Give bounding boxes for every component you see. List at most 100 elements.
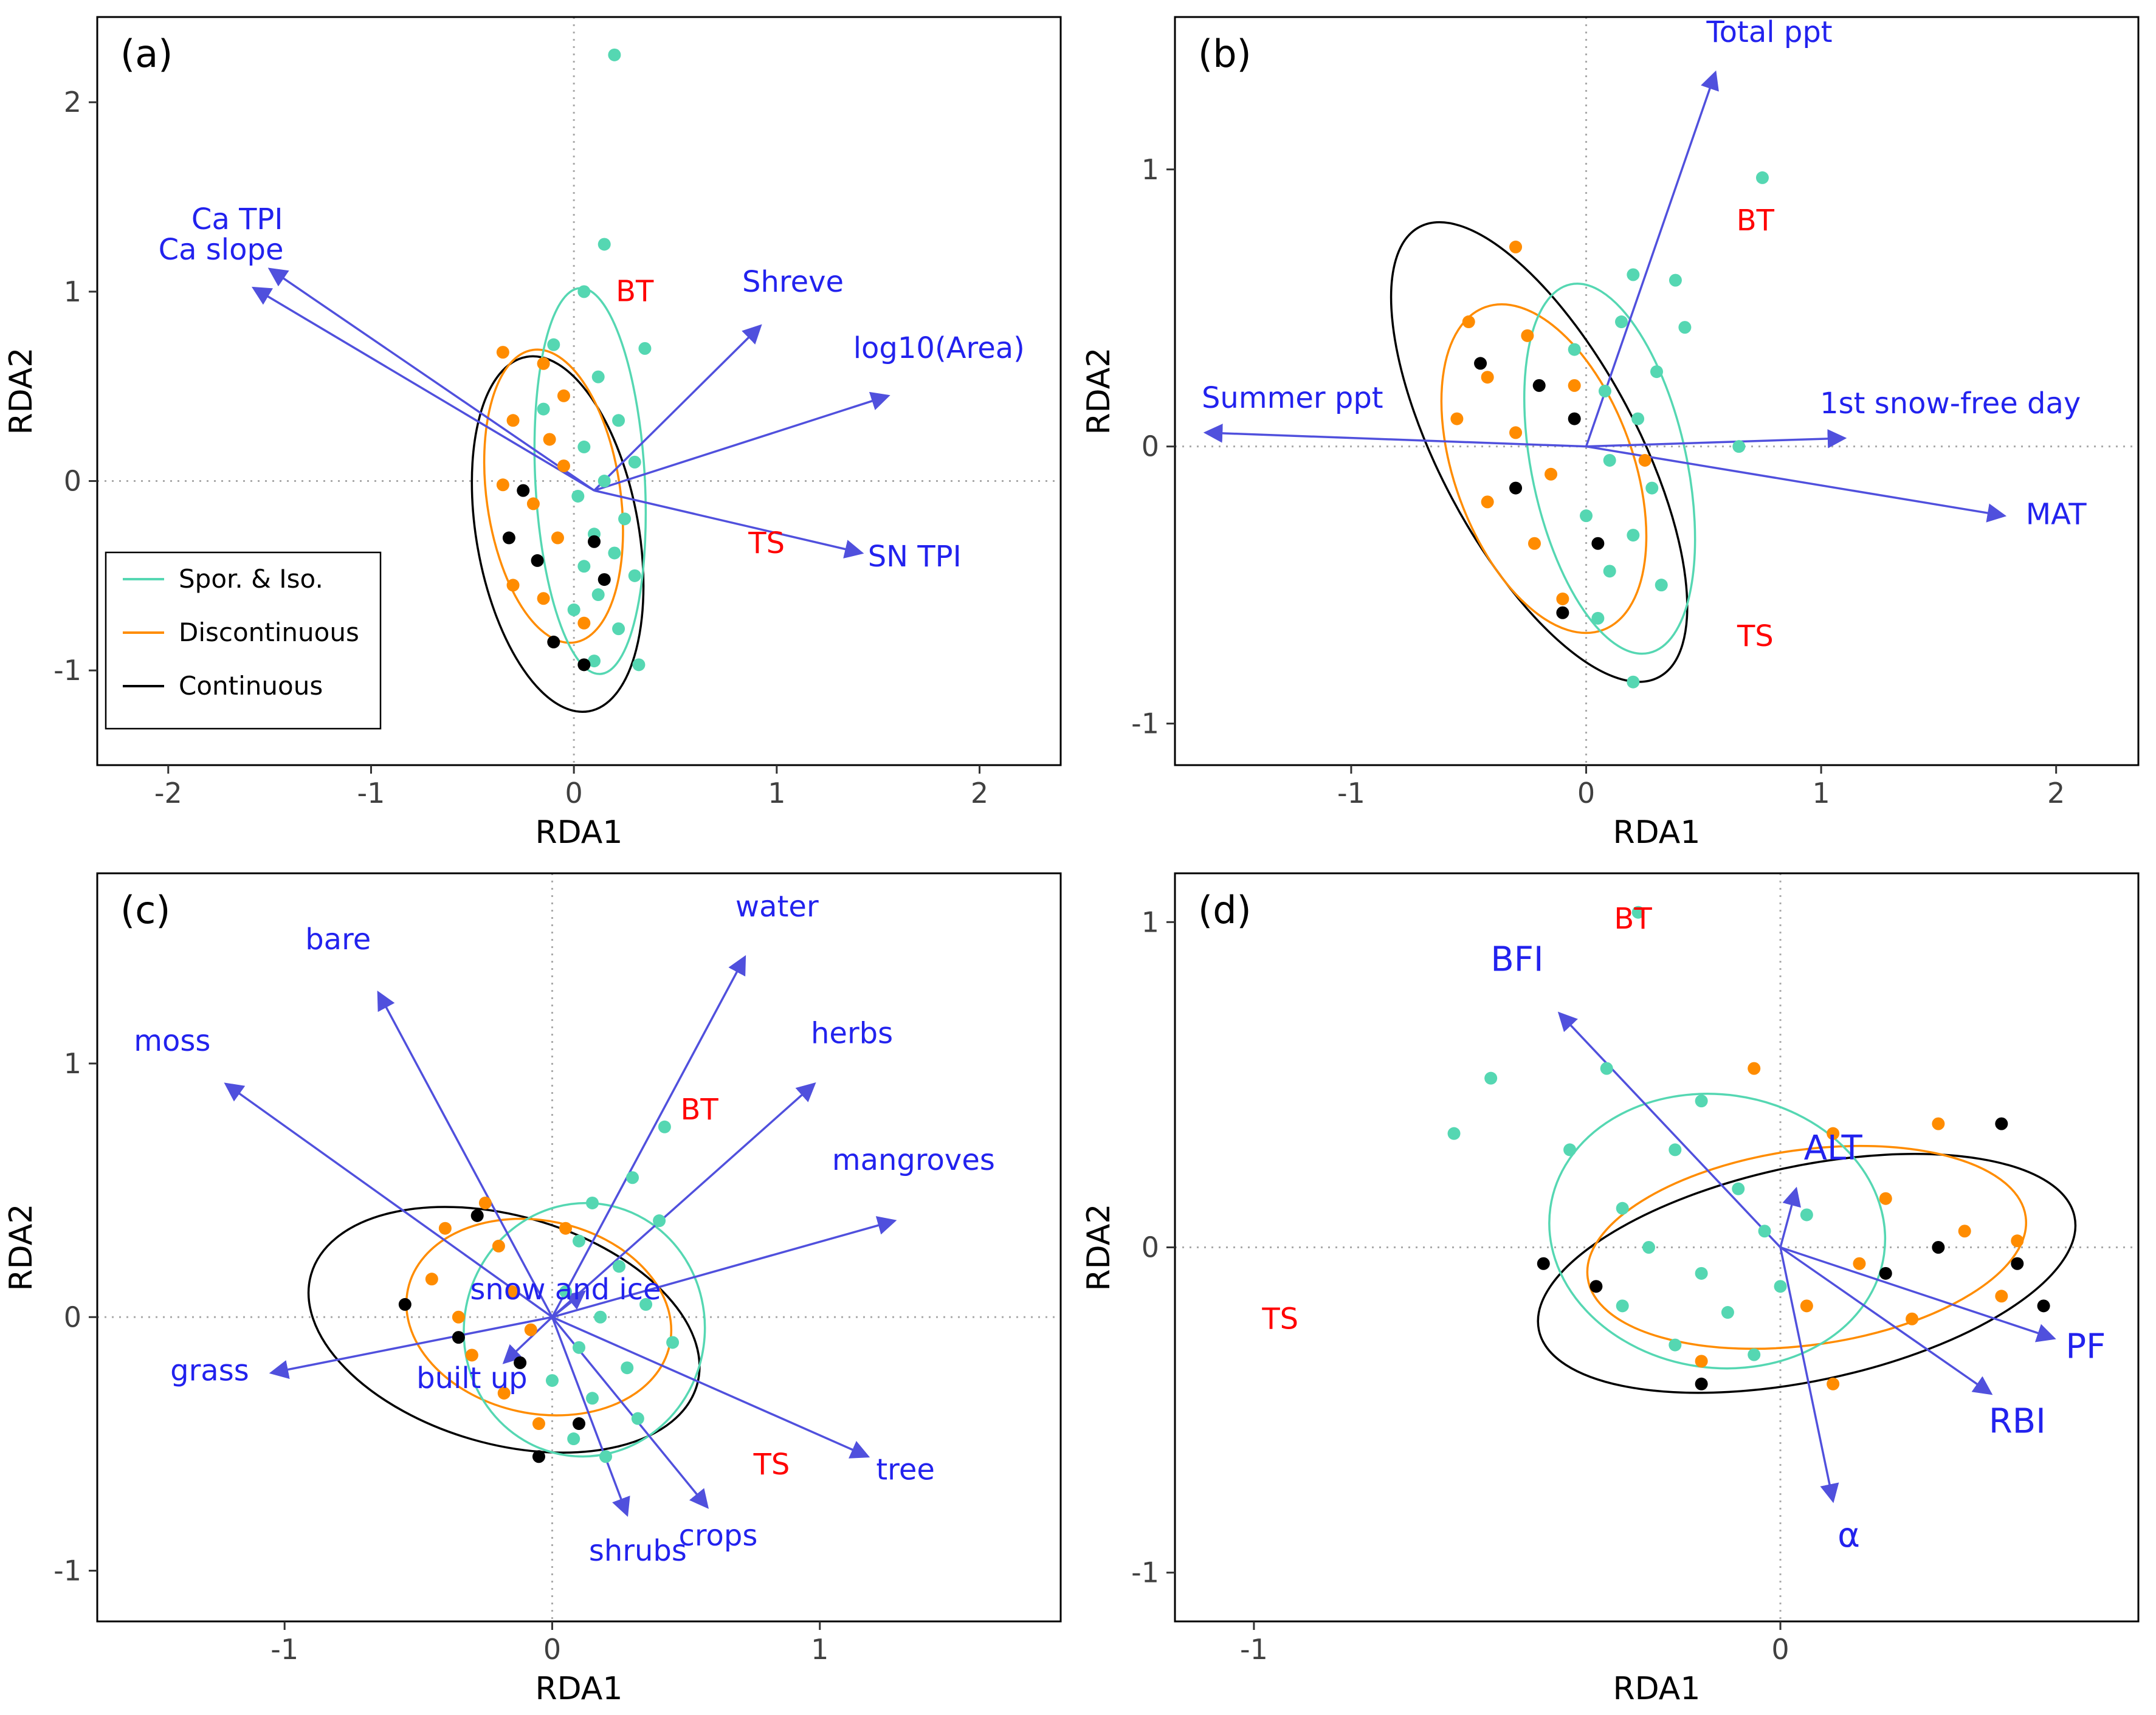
env-arrow-snow-and-ice [551,1290,587,1318]
env-label-summer-ppt: Summer ppt [1202,381,1383,415]
env-label-pf: PF [2065,1327,2106,1366]
env-arrow-pf [1780,1246,2056,1342]
data-point-discontinuous [557,459,570,473]
data-point-spor-iso- [1748,1348,1761,1361]
env-label-ca-slope: Ca slope [159,233,284,267]
data-point-spor-iso- [573,1234,585,1248]
data-point-discontinuous [506,579,520,592]
data-point-discontinuous [497,1386,511,1400]
x-tick-label: -1 [357,777,385,809]
panel-background [1078,856,2155,1713]
env-label-log10-area-: log10(Area) [853,331,1025,365]
data-point-continuous [1556,606,1569,619]
data-point-spor-iso- [1678,321,1692,334]
data-point-spor-iso- [1774,1280,1787,1293]
x-tick-label: 0 [1577,777,1595,809]
data-point-discontinuous [1450,412,1464,425]
group-ellipse-continuous [1390,221,1689,683]
y-tick-label: 0 [1142,430,1159,463]
y-tick-label: 0 [64,1301,81,1333]
data-point-discontinuous [496,478,509,492]
data-point-discontinuous [526,497,540,510]
data-point-discontinuous [425,1273,438,1286]
data-point-spor-iso- [1669,1143,1682,1157]
data-point-continuous [531,554,544,567]
data-point-continuous [547,635,560,648]
data-point-continuous [1932,1241,1945,1254]
data-point-spor-iso- [1695,1266,1708,1280]
x-axis-title: RDA1 [1613,814,1701,851]
data-point-discontinuous [1481,495,1494,509]
data-point-continuous [1474,357,1487,370]
data-point-spor-iso- [1447,1127,1461,1140]
data-point-continuous [1537,1257,1550,1270]
y-tick-label: 1 [1142,906,1159,938]
plot-area [97,17,1061,765]
y-tick-label: 2 [64,86,81,119]
species-label-bt: BT [616,274,654,308]
data-point-discontinuous [492,1239,505,1253]
species-label-bt: BT [1614,902,1652,936]
env-arrow-mangroves [551,1216,897,1318]
y-tick-label: 1 [1142,153,1159,186]
data-point-spor-iso- [1755,171,1769,184]
data-point-continuous [1532,379,1546,392]
env-arrow-mat [1586,445,2007,523]
env-arrow-shreve [593,324,762,492]
data-point-discontinuous [505,1285,518,1299]
legend-label-0: Spor. & Iso. [179,564,323,594]
data-point-continuous [1695,1377,1708,1390]
data-point-spor-iso- [559,1285,572,1299]
env-label-tree: tree [876,1452,935,1486]
data-point-spor-iso- [591,588,605,602]
data-point-spor-iso- [1603,453,1616,467]
data-point-discontinuous [1932,1117,1945,1130]
y-axis-title: RDA2 [1081,348,1117,435]
data-point-spor-iso- [1645,481,1659,495]
env-label--: α [1837,1516,1860,1555]
data-point-discontinuous [1521,329,1534,342]
data-point-discontinuous [1481,371,1494,384]
data-point-spor-iso- [1631,412,1645,425]
env-label-snow-and-ice: snow and ice [470,1273,661,1307]
data-point-spor-iso- [1732,1182,1745,1195]
x-tick-label: -1 [1337,777,1365,809]
data-point-spor-iso- [547,338,560,351]
data-point-spor-iso- [1627,675,1640,689]
env-label-ca-tpi: Ca TPI [191,202,283,236]
data-point-continuous [502,531,515,545]
panel-tag-d: (d) [1198,888,1252,932]
data-point-spor-iso- [1655,579,1668,592]
legend-box [105,551,382,730]
data-point-spor-iso- [573,1341,585,1354]
env-arrow-ca-tpi [267,267,595,492]
env-label-herbs: herbs [811,1017,893,1051]
x-axis-title: RDA1 [1613,1671,1701,1707]
data-point-spor-iso- [1615,315,1628,329]
env-arrow-summer-ppt [1203,424,1586,448]
data-point-discontinuous [537,592,550,605]
data-point-discontinuous [506,414,520,427]
data-point-continuous [514,1356,527,1369]
x-axis-title: RDA1 [536,1671,623,1707]
group-ellipse-spor-iso- [463,1201,706,1458]
env-arrow-sn-tpi [594,489,864,558]
env-label-crops: crops [678,1519,757,1553]
data-point-spor-iso- [1600,1062,1613,1075]
data-point-spor-iso- [598,238,611,251]
data-point-spor-iso- [599,1450,613,1463]
data-point-spor-iso- [612,414,625,427]
data-point-continuous [2011,1257,2024,1270]
data-point-spor-iso- [567,603,580,616]
data-point-discontinuous [557,389,570,402]
data-point-spor-iso- [1800,1208,1813,1222]
data-point-spor-iso- [545,1374,559,1387]
data-point-spor-iso- [639,1297,653,1311]
data-point-discontinuous [496,346,509,359]
data-point-spor-iso- [618,512,632,526]
y-tick-label: -1 [53,654,81,687]
data-point-spor-iso- [1580,509,1593,523]
x-tick-label: -1 [270,1633,298,1666]
data-point-spor-iso- [1568,343,1581,356]
